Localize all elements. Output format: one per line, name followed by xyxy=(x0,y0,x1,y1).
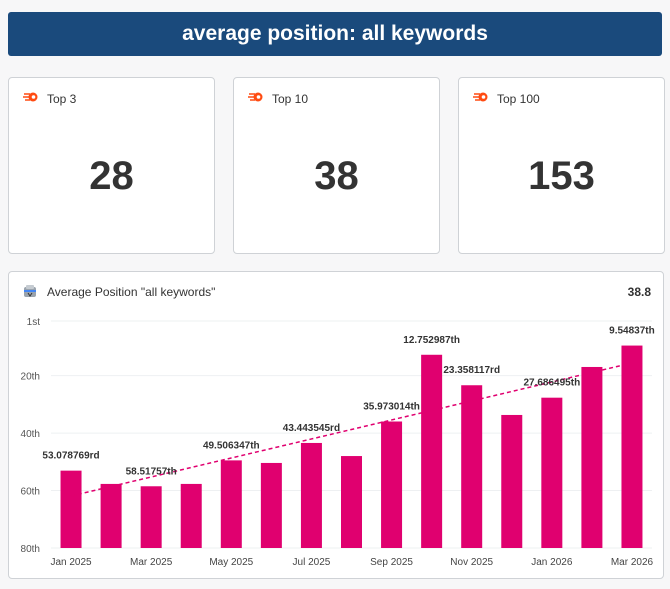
bar xyxy=(180,483,202,548)
data-label: 27.686495th xyxy=(523,378,580,389)
semrush-icon xyxy=(23,92,38,102)
semrush-icon xyxy=(473,92,488,102)
bar xyxy=(541,397,563,548)
card-value: 38 xyxy=(314,154,359,198)
panel-title: Average Position "all keywords" xyxy=(47,285,216,299)
data-label: 12.752987th xyxy=(403,335,460,346)
bar xyxy=(260,462,282,548)
bar xyxy=(100,483,122,548)
bar xyxy=(501,414,523,548)
bar xyxy=(341,456,362,548)
bar xyxy=(421,354,443,548)
bar xyxy=(140,486,162,548)
x-tick-label: Nov 2025 xyxy=(450,557,493,568)
data-label: 9.54837th xyxy=(609,326,655,337)
panel-total: 38.8 xyxy=(627,285,651,299)
y-tick-label: 60th xyxy=(21,487,40,498)
data-label: 23.358117rd xyxy=(443,365,500,376)
y-tick-label: 40th xyxy=(21,429,40,440)
card-label: Top 3 xyxy=(47,92,77,106)
x-tick-label: Jan 2026 xyxy=(531,557,573,568)
x-tick-label: Sep 2025 xyxy=(370,557,413,568)
card-label: Top 100 xyxy=(497,92,540,106)
trendline xyxy=(70,362,633,497)
x-tick-label: Mar 2026 xyxy=(611,557,654,568)
data-label: 43.443545rd xyxy=(283,423,340,434)
x-tick-label: May 2025 xyxy=(209,557,253,568)
data-label: 49.506347th xyxy=(203,440,260,451)
x-tick-label: Jan 2025 xyxy=(50,557,92,568)
data-label: 53.078769rd xyxy=(42,451,99,462)
bar xyxy=(300,442,322,548)
dashboard-title: average position: all keywords xyxy=(8,12,662,56)
top3-card: Top 3 28 xyxy=(8,77,215,254)
card-value: 28 xyxy=(89,154,134,198)
top10-card: Top 10 38 xyxy=(233,77,440,254)
y-tick-label: 80th xyxy=(21,544,40,555)
data-label: 58.51757th xyxy=(126,466,177,477)
bar xyxy=(621,345,643,548)
data-label: 35.973014th xyxy=(363,401,420,412)
bar xyxy=(381,421,403,548)
top100-card: Top 100 153 xyxy=(458,77,665,254)
semrush-icon xyxy=(248,92,263,102)
search-console-icon xyxy=(24,285,36,297)
bar xyxy=(220,460,242,548)
bar xyxy=(60,470,82,548)
card-value: 153 xyxy=(528,154,595,198)
card-label: Top 10 xyxy=(272,92,309,106)
bar xyxy=(581,366,603,548)
y-tick-label: 20th xyxy=(21,372,40,383)
x-tick-label: Jul 2025 xyxy=(293,557,331,568)
bar xyxy=(461,385,483,548)
x-tick-label: Mar 2025 xyxy=(130,557,173,568)
y-tick-label: 1st xyxy=(27,317,41,328)
